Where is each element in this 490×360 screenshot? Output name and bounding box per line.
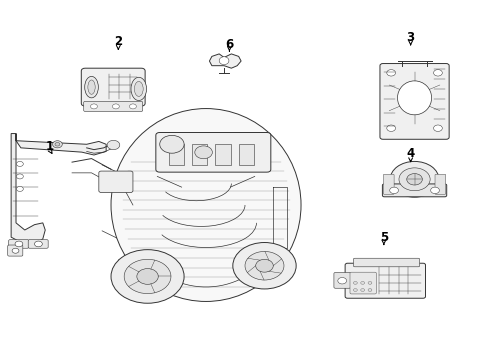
Circle shape (17, 186, 24, 192)
Circle shape (361, 289, 365, 292)
Circle shape (137, 269, 158, 284)
Bar (239, 144, 254, 165)
Text: 5: 5 (380, 231, 388, 244)
Circle shape (399, 168, 430, 191)
Circle shape (124, 259, 171, 294)
Circle shape (233, 243, 296, 289)
Bar (169, 144, 184, 165)
Circle shape (434, 69, 442, 76)
FancyBboxPatch shape (435, 174, 446, 194)
Circle shape (407, 174, 422, 185)
Text: 2: 2 (114, 35, 122, 48)
Ellipse shape (134, 81, 143, 96)
Bar (192, 144, 207, 165)
FancyBboxPatch shape (99, 171, 133, 193)
Circle shape (368, 282, 372, 284)
Polygon shape (209, 54, 241, 68)
Circle shape (34, 241, 42, 247)
Polygon shape (11, 134, 45, 244)
Text: 6: 6 (225, 38, 234, 51)
Circle shape (12, 248, 19, 253)
Circle shape (387, 69, 395, 76)
Circle shape (129, 104, 136, 109)
Circle shape (387, 125, 395, 131)
Circle shape (55, 143, 60, 146)
FancyBboxPatch shape (8, 245, 23, 256)
Circle shape (434, 125, 442, 131)
FancyBboxPatch shape (334, 273, 350, 288)
FancyBboxPatch shape (380, 64, 449, 139)
FancyBboxPatch shape (345, 263, 425, 298)
Polygon shape (16, 134, 106, 155)
FancyBboxPatch shape (383, 174, 394, 194)
Circle shape (91, 104, 98, 109)
Circle shape (390, 161, 439, 197)
FancyBboxPatch shape (81, 68, 145, 106)
Circle shape (256, 259, 273, 272)
Circle shape (160, 135, 184, 153)
Circle shape (52, 141, 62, 148)
Ellipse shape (88, 80, 95, 94)
Ellipse shape (131, 77, 147, 100)
FancyBboxPatch shape (28, 240, 48, 248)
Circle shape (390, 187, 398, 194)
FancyBboxPatch shape (156, 132, 271, 172)
Circle shape (195, 146, 212, 159)
Circle shape (353, 282, 357, 284)
Circle shape (113, 104, 119, 109)
Circle shape (353, 289, 357, 292)
FancyBboxPatch shape (353, 258, 419, 267)
Ellipse shape (397, 81, 432, 115)
Circle shape (368, 289, 372, 292)
FancyBboxPatch shape (350, 272, 376, 294)
Ellipse shape (219, 57, 229, 64)
Circle shape (107, 140, 120, 150)
FancyBboxPatch shape (84, 102, 143, 111)
Circle shape (17, 161, 24, 166)
Circle shape (245, 251, 284, 280)
Circle shape (431, 187, 440, 194)
FancyBboxPatch shape (382, 184, 447, 197)
Circle shape (17, 174, 24, 179)
Circle shape (111, 249, 184, 303)
Bar (215, 144, 231, 165)
FancyBboxPatch shape (9, 240, 29, 248)
Circle shape (15, 241, 23, 247)
Ellipse shape (111, 109, 301, 301)
Circle shape (361, 282, 365, 284)
Ellipse shape (85, 76, 98, 98)
Text: 3: 3 (407, 31, 415, 44)
Text: 1: 1 (46, 140, 54, 153)
Circle shape (338, 278, 346, 284)
Text: 4: 4 (407, 147, 415, 160)
